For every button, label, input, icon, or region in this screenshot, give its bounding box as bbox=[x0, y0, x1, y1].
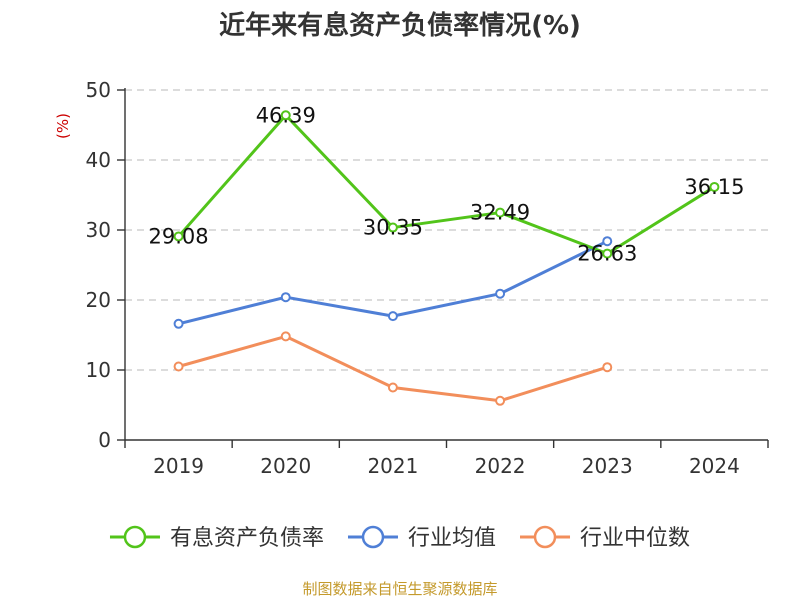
data-point bbox=[173, 361, 184, 372]
data-label: 30.35 bbox=[363, 216, 423, 240]
data-label: 32.49 bbox=[470, 201, 530, 225]
series-行业中位数 bbox=[173, 331, 613, 406]
data-labels: 29.08 46.39 30.35 32.49 26.63 36.15 bbox=[149, 103, 745, 265]
x-tick-label: 2019 bbox=[153, 454, 204, 478]
data-label: 26.63 bbox=[577, 242, 637, 266]
chart-title: 近年来有息资产负债率情况(%) bbox=[219, 10, 581, 41]
y-tick-label: 30 bbox=[86, 218, 111, 242]
data-point bbox=[602, 362, 613, 373]
data-point bbox=[280, 331, 291, 342]
data-point bbox=[602, 248, 613, 259]
legend-swatch-marker bbox=[361, 525, 385, 549]
data-label: 46.39 bbox=[256, 103, 316, 127]
data-point bbox=[495, 207, 506, 218]
data-point bbox=[173, 318, 184, 329]
axes: 0 10 20 30 40 50 2019 2020 2021 2022 2023 2024 bbox=[86, 78, 769, 478]
grid bbox=[125, 89, 768, 371]
y-tick-label: 50 bbox=[86, 78, 111, 102]
data-label: 36.15 bbox=[684, 175, 744, 199]
legend-item: 有息资产负债率 bbox=[109, 525, 324, 551]
data-point bbox=[173, 231, 184, 242]
data-point bbox=[495, 288, 506, 299]
data-point bbox=[280, 110, 291, 121]
legend-item: 行业均值 bbox=[347, 525, 496, 551]
y-tick-label: 10 bbox=[86, 358, 111, 382]
legend-label: 行业中位数 bbox=[580, 526, 690, 551]
data-point bbox=[495, 395, 506, 406]
x-tick-label: 2020 bbox=[260, 454, 311, 478]
data-point bbox=[387, 222, 398, 233]
data-point bbox=[280, 292, 291, 303]
legend-swatch-marker bbox=[533, 525, 557, 549]
y-axis-label: (%) bbox=[54, 113, 72, 139]
series-行业均值 bbox=[173, 236, 613, 329]
x-tick-label: 2021 bbox=[367, 454, 418, 478]
source-note: 制图数据来自恒生聚源数据库 bbox=[302, 580, 497, 598]
legend-label: 行业均值 bbox=[408, 526, 496, 551]
x-tick-label: 2022 bbox=[475, 454, 526, 478]
x-tick-label: 2023 bbox=[582, 454, 633, 478]
data-point bbox=[387, 382, 398, 393]
data-point bbox=[602, 236, 613, 247]
legend-item: 行业中位数 bbox=[520, 525, 690, 551]
legend-label: 有息资产负债率 bbox=[170, 526, 324, 551]
legend-swatch-marker bbox=[123, 525, 147, 549]
y-tick-label: 40 bbox=[86, 148, 111, 172]
data-point bbox=[387, 311, 398, 322]
y-tick-label: 20 bbox=[86, 288, 111, 312]
series-有息资产负债率 bbox=[173, 110, 720, 259]
data-label: 29.08 bbox=[149, 224, 209, 248]
legend: 有息资产负债率 行业均值 行业中位数 bbox=[109, 525, 690, 551]
x-tick-label: 2024 bbox=[689, 454, 740, 478]
series bbox=[173, 110, 720, 406]
data-point bbox=[709, 181, 720, 192]
y-tick-label: 0 bbox=[98, 428, 111, 452]
series-line bbox=[177, 113, 716, 256]
